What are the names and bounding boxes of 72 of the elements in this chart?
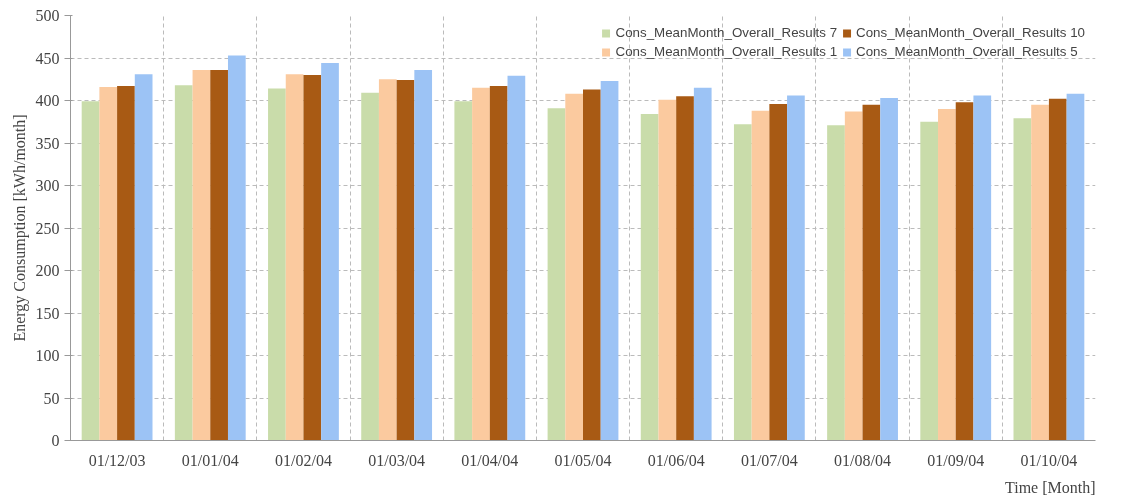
bar <box>920 121 939 441</box>
x-axis-title: Time [Month] <box>1004 478 1096 496</box>
legend-label: Cons_MeanMonth_Overall_Results 1 <box>615 44 838 59</box>
y-tick-label: 150 <box>35 304 60 322</box>
bar <box>227 55 246 441</box>
bar <box>658 99 677 441</box>
y-tick-label: 200 <box>35 262 60 279</box>
bar <box>1066 93 1085 441</box>
bar <box>583 89 601 441</box>
bar <box>396 80 415 441</box>
bar <box>938 109 956 441</box>
x-tick-label: 01/02/04 <box>275 451 332 469</box>
x-tick-label: 01/03/04 <box>368 451 426 469</box>
bar <box>565 93 583 441</box>
bar <box>99 86 118 441</box>
bar <box>769 103 788 441</box>
bar <box>81 101 100 441</box>
bar <box>1031 104 1049 441</box>
bar <box>640 114 659 441</box>
legend-label: Cons_MeanMonth_Overall_Results 10 <box>856 25 1085 40</box>
y-axis-title: Energy Consumption [kWh/month] <box>10 114 29 342</box>
y-tick-label: 500 <box>35 7 60 24</box>
bar <box>285 74 304 441</box>
bar <box>507 75 526 441</box>
y-tick-label: 250 <box>35 219 60 237</box>
x-tick-label: 01/01/04 <box>181 451 239 469</box>
legend-label: Cons_MeanMonth_Overall_Results 7 <box>615 25 838 40</box>
bar <box>880 97 898 441</box>
bar <box>676 96 694 441</box>
legend-label: Cons_MeanMonth_Overall_Results 5 <box>856 44 1078 59</box>
bar <box>787 95 805 441</box>
bar <box>361 92 379 441</box>
bar <box>844 111 863 441</box>
x-tick-label: 01/04/04 <box>461 451 519 469</box>
x-tick-label: 01/05/04 <box>554 451 612 469</box>
x-tick-label: 01/12/03 <box>88 451 146 469</box>
y-tick-label: 100 <box>35 347 60 364</box>
bar <box>751 110 770 441</box>
bar <box>955 102 974 441</box>
x-tick-label: 01/07/04 <box>740 451 798 469</box>
bar <box>547 108 566 441</box>
bar <box>192 69 211 441</box>
bar <box>733 124 752 441</box>
y-tick-label: 350 <box>35 134 60 152</box>
bar <box>862 104 881 441</box>
bar <box>693 87 712 441</box>
bar <box>303 75 322 441</box>
y-tick-label: 300 <box>35 177 60 194</box>
bar <box>827 125 845 441</box>
bar <box>1048 98 1067 441</box>
x-tick-label: 01/08/04 <box>834 451 891 469</box>
x-tick-label: 01/06/04 <box>647 451 705 469</box>
bar <box>378 79 397 441</box>
bar <box>454 101 473 441</box>
bar <box>321 63 339 441</box>
bar <box>134 74 153 441</box>
y-tick-label: 0 <box>51 432 60 449</box>
bar <box>489 86 508 441</box>
bar <box>174 85 193 441</box>
bar <box>117 86 135 441</box>
y-tick-label: 450 <box>35 49 60 67</box>
x-tick-label: 01/10/04 <box>1020 451 1078 469</box>
bar <box>268 88 286 441</box>
x-tick-label: 01/09/04 <box>927 451 985 469</box>
bar <box>414 69 433 441</box>
bar <box>210 69 228 441</box>
bar <box>1013 118 1032 441</box>
y-tick-label: 50 <box>43 389 60 407</box>
bar <box>973 95 992 441</box>
bar <box>600 80 619 441</box>
y-tick-label: 400 <box>35 92 60 109</box>
bar <box>472 87 490 441</box>
